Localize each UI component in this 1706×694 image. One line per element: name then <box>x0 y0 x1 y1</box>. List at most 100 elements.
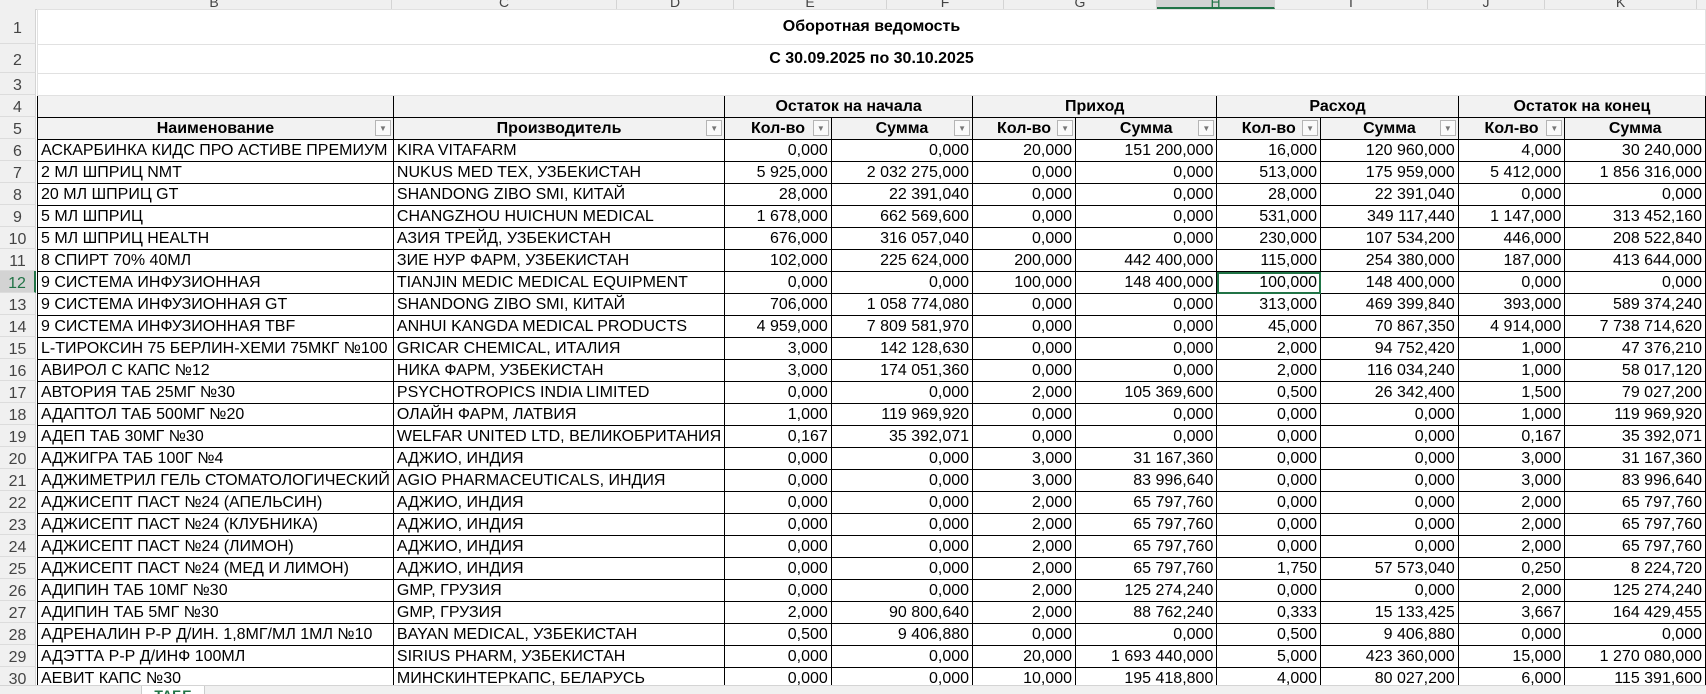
value-cell[interactable]: 0,500 <box>1216 381 1322 404</box>
value-cell[interactable]: 8 224,720 <box>1564 557 1706 580</box>
value-cell[interactable]: 31 167,360 <box>1564 447 1706 470</box>
value-cell[interactable]: 0,000 <box>972 161 1077 184</box>
column-title[interactable]: Кол-во ▼ <box>972 117 1077 140</box>
value-cell[interactable]: 102,000 <box>724 249 832 272</box>
filter-dropdown-icon[interactable]: ▼ <box>954 120 971 136</box>
value-cell[interactable]: 3,000 <box>1457 469 1566 492</box>
report-period[interactable]: С 30.09.2025 по 30.10.2025 <box>37 44 1706 74</box>
value-cell[interactable]: 35 392,071 <box>1564 425 1706 448</box>
value-cell[interactable]: 0,333 <box>1216 601 1322 624</box>
value-cell[interactable]: 0,000 <box>1075 227 1218 250</box>
product-name-cell[interactable]: 9 СИСТЕМА ИНФУЗИОННАЯ GT <box>37 293 394 316</box>
value-cell[interactable]: 662 569,600 <box>830 205 974 228</box>
row-header[interactable]: 13 <box>0 293 36 315</box>
value-cell[interactable]: 0,000 <box>972 183 1077 206</box>
manufacturer-cell[interactable]: TIANJIN MEDIC MEDICAL EQUIPMENT <box>392 271 726 294</box>
value-cell[interactable]: 0,000 <box>972 205 1077 228</box>
value-cell[interactable]: 0,000 <box>1075 293 1218 316</box>
product-name-cell[interactable]: АДЭТТА Р-Р Д/ИНФ 100МЛ <box>37 645 394 668</box>
manufacturer-cell[interactable]: SHANDONG ZIBO SMI, КИТАЙ <box>392 183 726 206</box>
product-name-cell[interactable]: 9 СИСТЕМА ИНФУЗИОННАЯ <box>37 271 394 294</box>
row-header[interactable]: 2 <box>0 44 36 73</box>
value-cell[interactable]: 0,000 <box>1457 623 1566 646</box>
value-cell[interactable]: 65 797,760 <box>1075 491 1218 514</box>
value-cell[interactable]: 2,000 <box>1216 337 1322 360</box>
value-cell[interactable]: 0,000 <box>830 513 974 536</box>
value-cell[interactable]: 2,000 <box>972 601 1077 624</box>
value-cell[interactable]: 83 996,640 <box>1075 469 1218 492</box>
value-cell[interactable]: 9 406,880 <box>830 623 974 646</box>
value-cell[interactable]: 1,500 <box>1457 381 1566 404</box>
value-cell[interactable]: 70 867,350 <box>1320 315 1459 338</box>
column-header-e[interactable]: E <box>734 0 887 9</box>
value-cell[interactable]: 20,000 <box>972 139 1077 162</box>
column-title[interactable]: Сумма ▼ <box>1320 117 1459 140</box>
value-cell[interactable]: 313 452,160 <box>1564 205 1706 228</box>
product-name-cell[interactable]: АДЖИСЕПТ ПАСТ №24 (МЕД И ЛИМОН) <box>37 557 394 580</box>
manufacturer-cell[interactable]: NUKUS MED TEX, УЗБЕКИСТАН <box>392 161 726 184</box>
value-cell[interactable]: 47 376,210 <box>1564 337 1706 360</box>
manufacturer-cell[interactable]: PSYCHOTROPICS INDIA LIMITED <box>392 381 726 404</box>
value-cell[interactable]: 2,000 <box>1457 513 1566 536</box>
value-cell[interactable]: 0,000 <box>1564 623 1706 646</box>
value-cell[interactable]: 2,000 <box>972 579 1077 602</box>
value-cell[interactable]: 1,750 <box>1216 557 1322 580</box>
value-cell[interactable]: 254 380,000 <box>1320 249 1459 272</box>
value-cell[interactable]: 2,000 <box>1457 535 1566 558</box>
product-name-cell[interactable]: 20 МЛ ШПРИЦ GT <box>37 183 394 206</box>
filter-dropdown-icon[interactable]: ▼ <box>374 120 391 136</box>
value-cell[interactable]: 0,000 <box>830 667 974 690</box>
value-cell[interactable]: 22 391,040 <box>830 183 974 206</box>
value-cell[interactable]: 3,000 <box>972 447 1077 470</box>
value-cell[interactable]: 2,000 <box>1457 579 1566 602</box>
value-cell[interactable]: 0,000 <box>1216 469 1322 492</box>
product-name-cell[interactable]: АДЖИМЕТРИЛ ГЕЛЬ СТОМАТОЛОГИЧЕСКИЙ <box>37 469 394 492</box>
value-cell[interactable]: 120 960,000 <box>1320 139 1459 162</box>
manufacturer-cell[interactable]: НИКА ФАРМ, УЗБЕКИСТАН <box>392 359 726 382</box>
product-name-cell[interactable]: 9 СИСТЕМА ИНФУЗИОННАЯ TBF <box>37 315 394 338</box>
value-cell[interactable]: 0,000 <box>1457 183 1566 206</box>
value-cell[interactable]: 58 017,120 <box>1564 359 1706 382</box>
value-cell[interactable]: 119 969,920 <box>830 403 974 426</box>
row-header[interactable]: 10 <box>0 227 36 249</box>
row-header[interactable]: 30 <box>0 667 36 689</box>
value-cell[interactable]: 20,000 <box>972 645 1077 668</box>
column-header-c[interactable]: C <box>392 0 617 9</box>
value-cell[interactable]: 125 274,240 <box>1075 579 1218 602</box>
value-cell[interactable]: 0,000 <box>1216 535 1322 558</box>
value-cell[interactable]: 589 374,240 <box>1564 293 1706 316</box>
row-header[interactable]: 1 <box>0 9 36 44</box>
value-cell[interactable]: 0,167 <box>1457 425 1566 448</box>
product-name-cell[interactable]: 2 МЛ ШПРИЦ NMT <box>37 161 394 184</box>
value-cell[interactable]: 7 809 581,970 <box>830 315 974 338</box>
value-cell[interactable]: 0,000 <box>724 645 832 668</box>
column-header-i[interactable]: I <box>1275 0 1428 9</box>
group-header-opening-balance[interactable]: Остаток на начала <box>724 95 974 118</box>
value-cell[interactable]: 83 996,640 <box>1564 469 1706 492</box>
row-header[interactable]: 6 <box>0 139 36 161</box>
product-name-cell[interactable]: АСКАРБИНКА КИДС ПРО АСТИВЕ ПРЕМИУМ <box>37 139 394 162</box>
value-cell[interactable]: 65 797,760 <box>1075 557 1218 580</box>
value-cell[interactable]: 349 117,440 <box>1320 205 1459 228</box>
row-header[interactable]: 21 <box>0 469 36 491</box>
column-header-j[interactable]: J <box>1428 0 1545 9</box>
value-cell[interactable]: 0,000 <box>724 469 832 492</box>
value-cell[interactable]: 30 240,000 <box>1564 139 1706 162</box>
value-cell[interactable]: 79 027,200 <box>1564 381 1706 404</box>
value-cell[interactable]: 1,000 <box>724 403 832 426</box>
manufacturer-cell[interactable]: АДЖИО, ИНДИЯ <box>392 557 726 580</box>
value-cell[interactable]: 2,000 <box>724 601 832 624</box>
column-title[interactable]: Сумма <box>1564 117 1706 140</box>
value-cell[interactable]: 0,000 <box>724 447 832 470</box>
group-header-expense[interactable]: Расход <box>1216 95 1459 118</box>
value-cell[interactable]: 393,000 <box>1457 293 1566 316</box>
value-cell[interactable]: 1 856 316,000 <box>1564 161 1706 184</box>
value-cell[interactable]: 0,000 <box>1216 425 1322 448</box>
product-name-cell[interactable]: 5 МЛ ШПРИЦ <box>37 205 394 228</box>
manufacturer-cell[interactable]: KIRA VITAFARM <box>392 139 726 162</box>
column-header-h[interactable]: H <box>1157 0 1275 9</box>
row-header[interactable]: 17 <box>0 381 36 403</box>
value-cell[interactable]: 0,000 <box>830 139 974 162</box>
group-header-closing-balance[interactable]: Остаток на конец <box>1457 95 1706 118</box>
value-cell[interactable]: 0,000 <box>830 535 974 558</box>
